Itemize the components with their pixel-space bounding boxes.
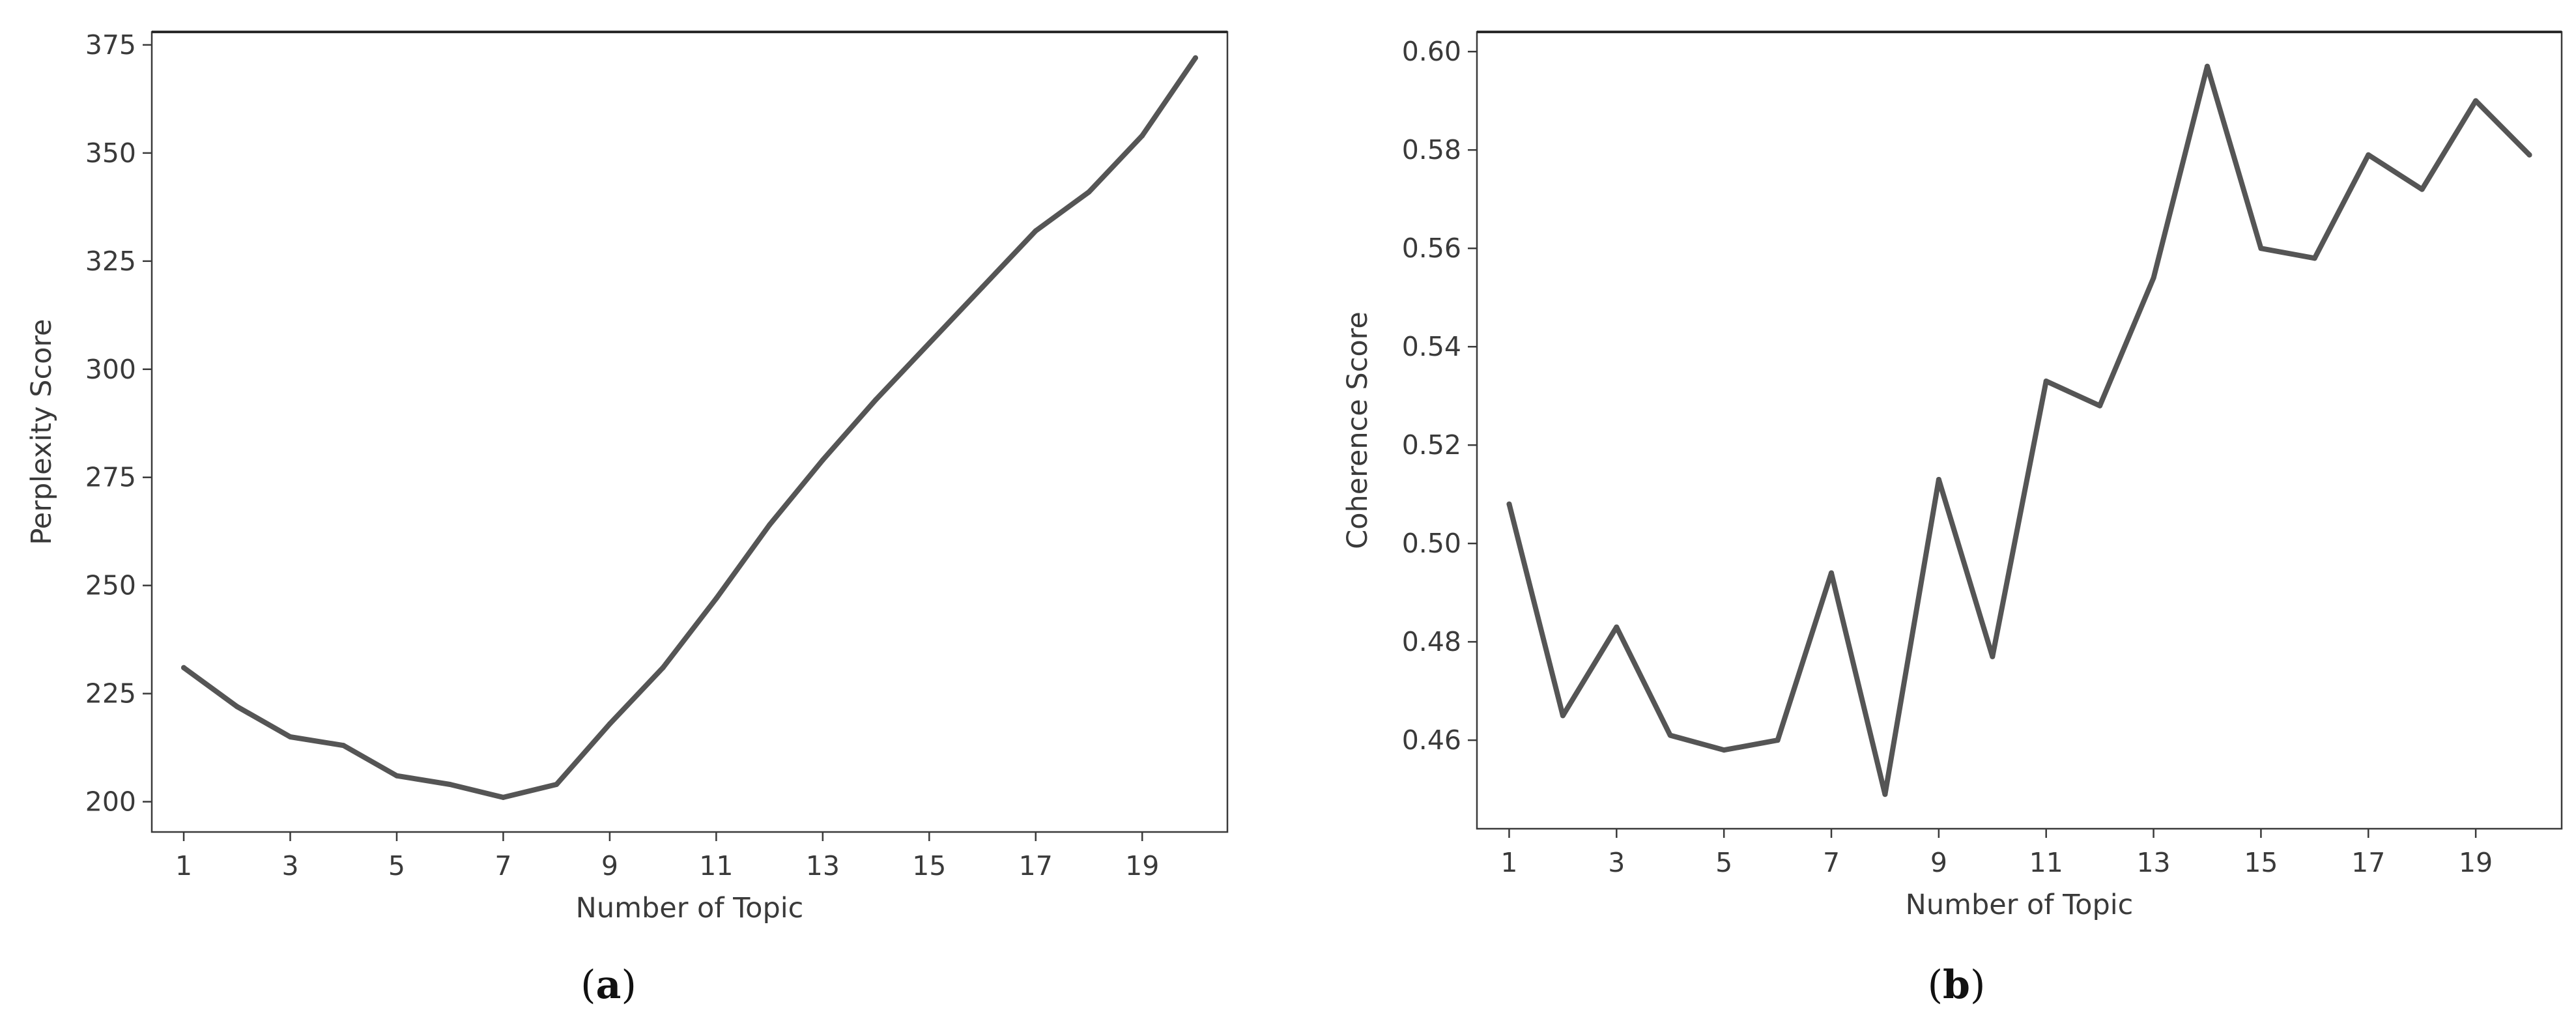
data-point — [2151, 275, 2156, 281]
data-point — [607, 721, 612, 727]
data-point — [1667, 732, 1673, 738]
data-point — [2473, 98, 2479, 104]
data-point — [1086, 189, 1092, 195]
y-tick-label: 0.48 — [1402, 626, 1461, 657]
series-line-0 — [181, 55, 1198, 800]
data-point — [2419, 186, 2425, 192]
x-tick-label: 3 — [281, 850, 298, 882]
data-point — [287, 734, 293, 739]
x-tick-label: 19 — [1125, 850, 1159, 882]
data-point — [181, 665, 187, 670]
data-point — [447, 781, 453, 787]
panel-b: 0.460.480.500.520.540.560.580.601 3 5 7 9 11 1… — [1341, 31, 2563, 1008]
x-tick-label: 1 — [1500, 847, 1517, 878]
x-tick-label: 11 — [2029, 847, 2063, 878]
x-tick-label: 13 — [2136, 847, 2170, 878]
data-point — [1775, 738, 1781, 743]
data-point — [873, 397, 879, 403]
data-point — [980, 284, 986, 290]
panel-label-open-paren: ( — [580, 962, 595, 1008]
y-tick-label: 200 — [85, 786, 136, 818]
panel-label-close-paren: ) — [621, 962, 636, 1008]
y-tick-label: 0.54 — [1402, 331, 1461, 362]
data-point — [500, 794, 506, 800]
panel-label: (a) — [580, 962, 637, 1008]
x-tick-label: 9 — [1930, 847, 1947, 878]
data-point — [1192, 55, 1198, 61]
data-point — [1882, 792, 1888, 797]
x-tick-label: 3 — [1608, 847, 1625, 878]
x-tick-label: 11 — [699, 850, 733, 882]
x-axis-label: Number of Topic — [1906, 889, 2134, 921]
panel-label-letter: a — [596, 962, 622, 1008]
data-point — [2097, 403, 2103, 408]
data-point — [1721, 747, 1727, 753]
x-tick-label: 1 — [175, 850, 192, 882]
y-tick-label: 0.52 — [1402, 429, 1461, 461]
data-point — [1033, 228, 1038, 234]
y-axis-label: Perplexity Score — [25, 319, 58, 545]
x-tick-label: 5 — [388, 850, 405, 882]
y-tick-label: 350 — [85, 137, 136, 169]
y-tick-label: 275 — [85, 462, 136, 493]
plot-frame — [150, 31, 1229, 833]
data-point — [1936, 476, 1941, 482]
y-tick-label: 0.46 — [1402, 724, 1461, 756]
x-tick-label: 15 — [2244, 847, 2278, 878]
panel-label-close-paren: ) — [1970, 962, 1985, 1008]
data-point — [660, 665, 666, 670]
data-point — [767, 522, 773, 528]
data-point — [1560, 713, 1566, 719]
data-point — [394, 773, 399, 779]
data-point — [2366, 152, 2371, 158]
x-axis-label: Number of Topic — [576, 892, 804, 924]
x-tick-label: 9 — [601, 850, 618, 882]
data-point — [234, 704, 240, 710]
y-tick-label: 375 — [85, 29, 136, 61]
y-tick-label: 0.50 — [1402, 528, 1461, 559]
data-point — [2258, 246, 2264, 251]
y-tick-label: 0.60 — [1402, 36, 1461, 67]
data-point — [1990, 653, 1996, 659]
y-tick-label: 225 — [85, 678, 136, 710]
x-tick-label: 17 — [1019, 850, 1053, 882]
x-tick-label: 15 — [912, 850, 946, 882]
data-point — [1829, 570, 1835, 576]
data-point — [554, 781, 560, 787]
y-tick-label: 0.56 — [1402, 233, 1461, 264]
series-line-0 — [1506, 63, 2532, 797]
plot-frame — [1476, 31, 2563, 830]
data-point — [341, 743, 347, 749]
panel-label: (b) — [1928, 962, 1986, 1008]
data-point — [820, 457, 825, 463]
data-point — [1614, 624, 1620, 630]
data-point — [1506, 501, 1512, 507]
panel-label-open-paren: ( — [1928, 962, 1943, 1008]
y-tick-label: 250 — [85, 570, 136, 601]
x-tick-label: 7 — [494, 850, 511, 882]
x-tick-label: 19 — [2459, 847, 2493, 878]
y-tick-label: 0.58 — [1402, 134, 1461, 165]
data-point — [926, 340, 932, 346]
y-tick-label: 300 — [85, 354, 136, 385]
data-point — [2204, 63, 2210, 69]
y-axis-label: Coherence Score — [1341, 311, 1374, 549]
data-point — [1139, 133, 1145, 139]
data-point — [2311, 255, 2317, 261]
data-point — [713, 595, 719, 601]
data-point — [2526, 152, 2532, 158]
x-tick-label: 5 — [1715, 847, 1732, 878]
data-point — [2043, 379, 2049, 384]
x-tick-label: 7 — [1823, 847, 1840, 878]
x-tick-label: 13 — [806, 850, 840, 882]
y-tick-label: 325 — [85, 246, 136, 277]
x-tick-label: 17 — [2351, 847, 2385, 878]
panel-label-letter: b — [1943, 962, 1970, 1008]
